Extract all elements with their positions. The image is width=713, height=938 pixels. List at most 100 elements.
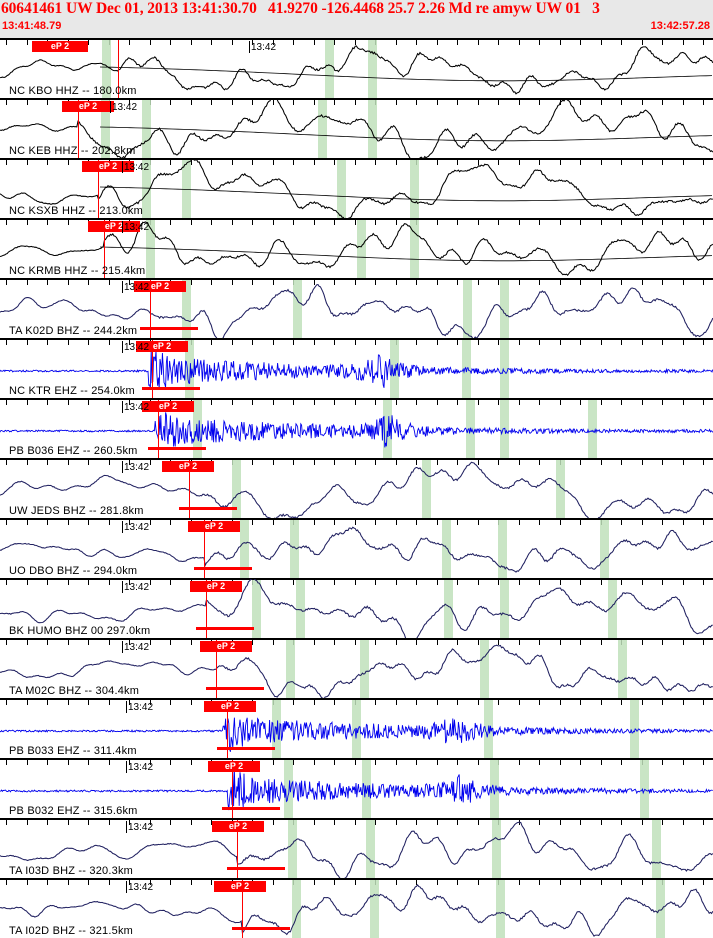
trace-panel[interactable]: eP 2 13:42 TA I02D BHZ -- 321.5km [0,878,713,938]
phase-pick-label[interactable]: eP 2 [82,161,134,172]
axis-tick [662,39,663,45]
highlight-band [462,340,471,398]
trace-panel[interactable]: eP 2 13:42 TA I03D BHZ -- 320.3km [0,818,713,878]
phase-pick-label[interactable]: eP 2 [190,581,242,592]
phase-pick-label[interactable]: eP 2 [134,281,186,292]
phase-pick-label[interactable]: eP 2 [188,521,240,532]
station-label[interactable]: UO DBO BHZ -- 294.0km [9,565,138,577]
axis-tick [519,639,520,645]
phase-pick-label[interactable]: eP 2 [200,641,252,652]
axis-tick [293,579,294,585]
axis-tick [642,399,643,405]
station-label[interactable]: NC KBO HHZ -- 180.0km [9,85,137,97]
phase-pick-label[interactable]: eP 2 [162,461,214,472]
axis-tick [683,219,684,225]
station-label[interactable]: NC KEB HHZ -- 202.8km [9,145,136,157]
axis-tick [6,579,7,585]
station-label[interactable]: TA M02C BHZ -- 304.4km [9,685,140,697]
axis-tick [621,879,622,885]
axis-tick [232,279,233,285]
station-label[interactable]: PB B032 EHZ -- 315.6km [9,805,138,817]
axis-tick [683,879,684,885]
axis-tick [293,39,294,45]
axis-tick [396,219,397,225]
axis-tick [27,219,28,225]
station-label[interactable]: NC KRMB HHZ -- 215.4km [9,265,146,277]
station-label[interactable]: BK HUMO BHZ 00 297.0km [9,625,151,637]
time-axis [0,579,713,580]
axis-tick [703,399,704,405]
trace-panel[interactable]: eP 2 13:42 PB B036 EHZ -- 260.5km [0,398,713,458]
trace-panel[interactable]: eP 2 13:42 NC KRMB HHZ -- 215.4km [0,218,713,278]
station-label[interactable]: TA K02D BHZ -- 244.2km [9,325,138,337]
phase-pick-label[interactable]: eP 2 [212,821,264,832]
trace-panel[interactable]: eP 2 13:42 PB B032 EHZ -- 315.6km [0,758,713,818]
trace-panel[interactable]: eP 2 13:42 TA K02D BHZ -- 244.2km [0,278,713,338]
axis-tick [621,339,622,345]
station-label[interactable]: UW JEDS BHZ -- 281.8km [9,505,144,517]
axis-tick [498,219,499,225]
phase-pick-label[interactable]: eP 2 [62,101,114,112]
phase-pick-label[interactable]: eP 2 [204,701,256,712]
trace-panel[interactable]: eP 2 13:42 TA M02C BHZ -- 304.4km [0,638,713,698]
phase-pick-line[interactable] [98,160,99,218]
phase-pick-label[interactable]: eP 2 [214,881,266,892]
station-label[interactable]: TA I03D BHZ -- 320.3km [9,865,134,877]
trace-panel[interactable]: eP 2 13:42 NC KBO HHZ -- 180.0km [0,38,713,98]
phase-pick-line[interactable] [118,40,119,98]
axis-tick [314,759,315,765]
phase-pick-label[interactable]: eP 2 [142,401,194,412]
trace-panel[interactable]: eP 2 13:42 UO DBO BHZ -- 294.0km [0,518,713,578]
axis-tick [334,39,335,45]
axis-tick [478,699,479,705]
station-label[interactable]: NC KSXB HHZ -- 213.0km [9,205,143,217]
axis-tick [416,519,417,525]
phase-pick-line[interactable] [237,820,238,878]
trace-panel[interactable]: eP 2 13:42 NC KEB HHZ -- 202.8km [0,98,713,158]
axis-tick [355,579,356,585]
station-label[interactable]: PB B036 EHZ -- 260.5km [9,445,138,457]
axis-tick [314,339,315,345]
phase-pick-line[interactable] [232,760,233,818]
phase-pick-line[interactable] [216,640,217,698]
trace-panel[interactable]: eP 2 13:42 BK HUMO BHZ 00 297.0km [0,578,713,638]
axis-tick [375,339,376,345]
phase-pick-label[interactable]: eP 2 [88,221,140,232]
phase-pick-line[interactable] [150,280,151,338]
axis-tick [273,819,274,825]
axis-tick [560,639,561,645]
phase-pick-line[interactable] [204,520,205,578]
highlight-band [496,880,505,938]
phase-pick-line[interactable] [104,220,105,278]
phase-pick-line[interactable] [242,880,243,938]
axis-tick [601,39,602,45]
trace-panel[interactable]: eP 2 13:42 NC KTR EHZ -- 254.0km [0,338,713,398]
phase-pick-line[interactable] [227,700,228,758]
waveform [0,519,713,578]
trace-panel[interactable]: eP 2 13:42 PB B033 EHZ -- 311.4km [0,698,713,758]
axis-tick [232,39,233,45]
phase-pick-line[interactable] [158,400,159,458]
phase-pick-line[interactable] [206,580,207,638]
axis-tick [478,399,479,405]
axis-tick [601,339,602,345]
phase-pick-line[interactable] [189,460,190,518]
highlight-band [185,340,194,398]
axis-tick [211,819,212,825]
station-label[interactable]: NC KTR EHZ -- 254.0km [9,385,135,397]
phase-pick-line[interactable] [78,100,79,158]
time-mark-tick [122,641,123,653]
axis-tick [396,39,397,45]
station-label[interactable]: TA I02D BHZ -- 321.5km [9,925,134,937]
phase-pick-label[interactable]: eP 2 [136,341,188,352]
phase-pick-label[interactable]: eP 2 [208,761,260,772]
axis-tick [170,639,171,645]
phase-pick-line[interactable] [152,340,153,398]
axis-tick [88,519,89,525]
axis-tick [642,819,643,825]
trace-panel[interactable]: eP 2 13:42 UW JEDS BHZ -- 281.8km [0,458,713,518]
trace-panel[interactable]: eP 2 13:42 NC KSXB HHZ -- 213.0km [0,158,713,218]
axis-tick [314,39,315,45]
station-label[interactable]: PB B033 EHZ -- 311.4km [9,745,137,757]
phase-pick-label[interactable]: eP 2 [32,41,88,52]
